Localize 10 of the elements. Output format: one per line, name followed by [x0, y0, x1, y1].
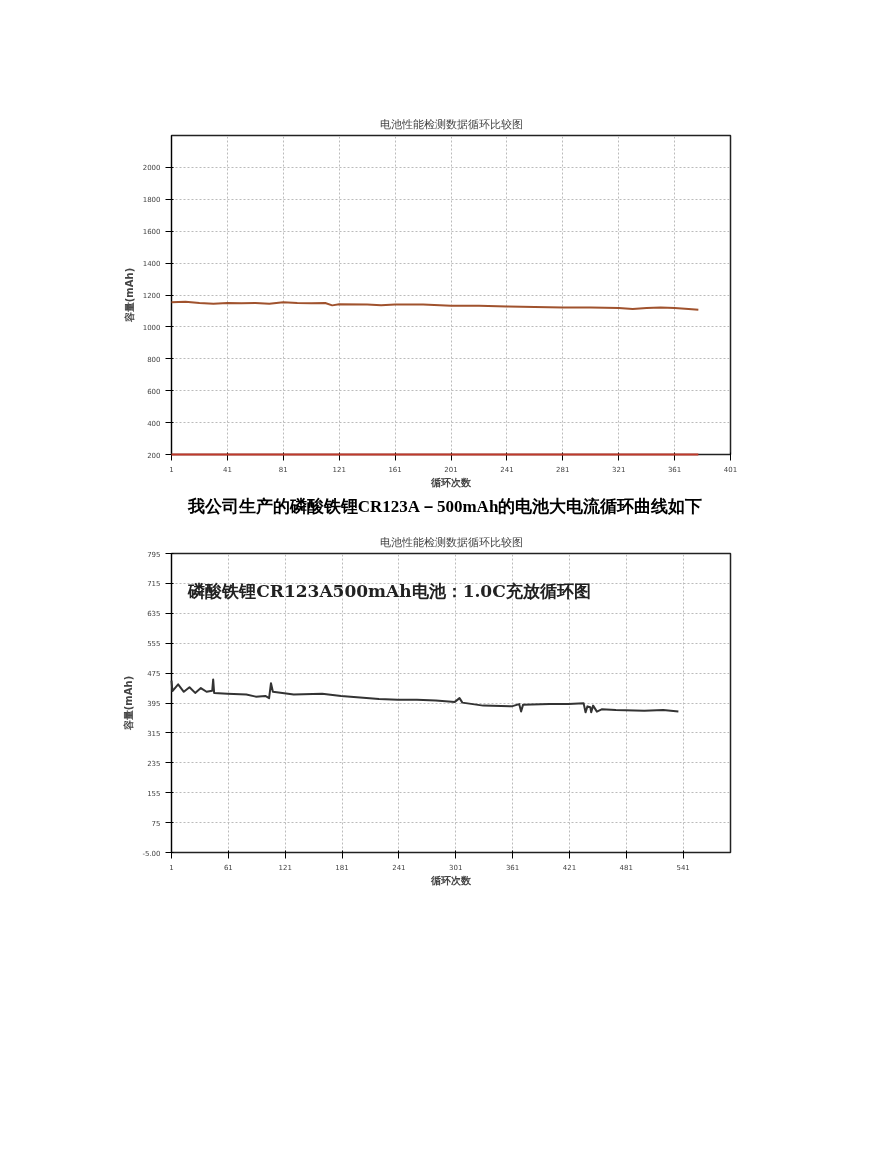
- y-axis-title: 容量(mAh): [123, 267, 135, 324]
- x-axis-title: 循环次数: [430, 476, 472, 488]
- y-axis-title: 容量(mAh): [123, 675, 135, 732]
- line-series: [170, 300, 700, 311]
- chart-title: 电池性能检测数据循环比较图: [379, 535, 523, 549]
- text: 我公司生产的磷酸铁锂CR123A－500mAh的电池大电流循环曲线如下: [187, 496, 703, 518]
- annotation: 磷酸铁锂CR123A500mAh电池：1.0C充放循环图: [187, 581, 591, 602]
- chart-title: 电池性能检测数据循环比较图: [379, 117, 523, 131]
- x-axis-title: 循环次数: [430, 874, 472, 886]
- line-series: [170, 678, 680, 714]
